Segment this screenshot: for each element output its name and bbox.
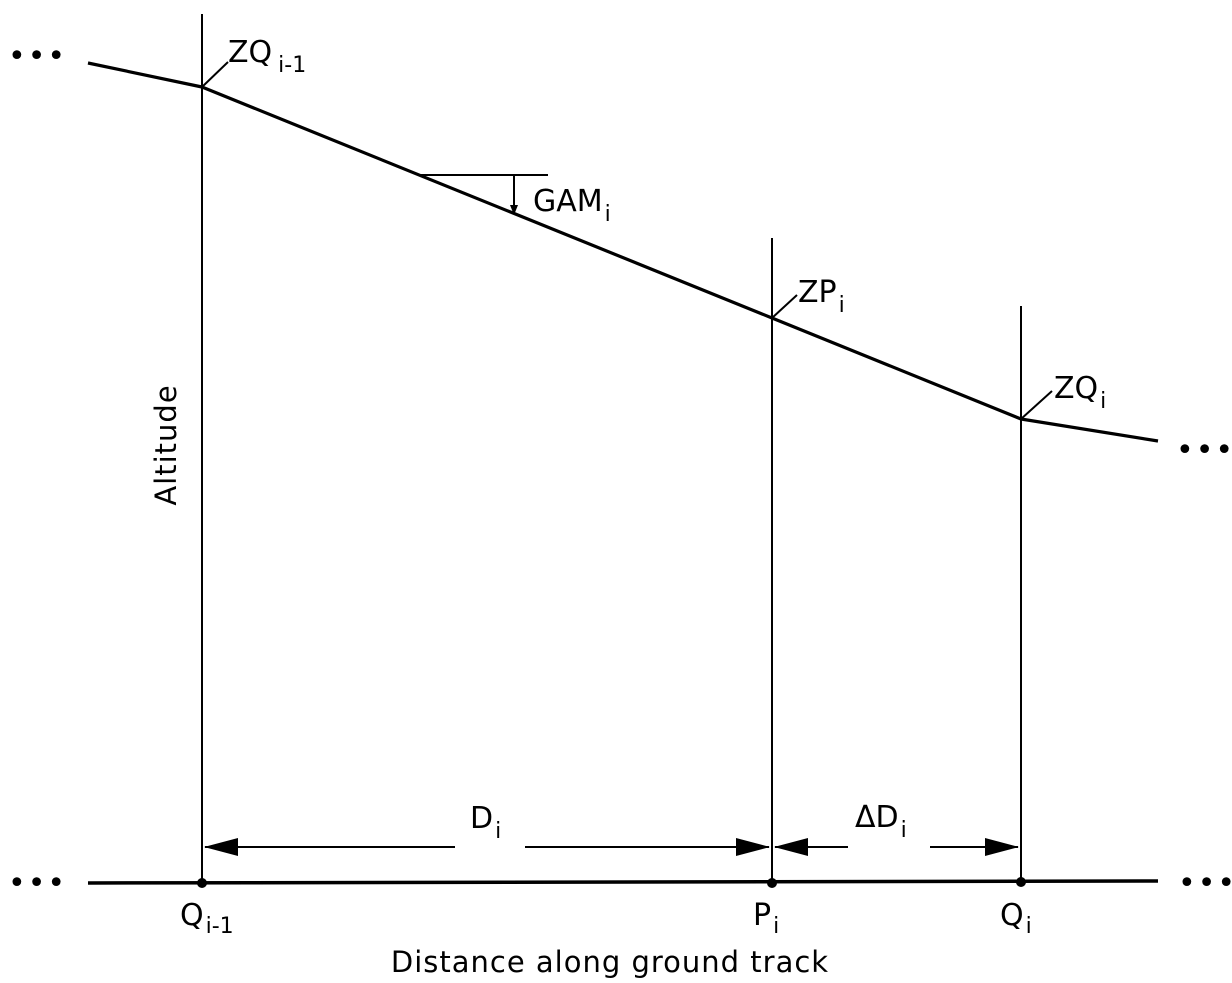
leader-zp xyxy=(771,294,798,319)
leader-zq-prev xyxy=(201,61,229,88)
x-axis-label: Distance along ground track xyxy=(391,945,829,979)
label-zp: ZPi xyxy=(798,275,845,318)
continuation-dots-bottom-right: ••• xyxy=(1178,866,1232,901)
continuation-dots-right: ••• xyxy=(1176,433,1232,468)
label-p: Pi xyxy=(753,898,779,939)
altitude-profile-line xyxy=(87,61,1159,443)
leader-zq xyxy=(1020,390,1053,420)
continuation-dots-top-left: ••• xyxy=(8,39,67,74)
y-axis-label: Altitude xyxy=(149,384,183,505)
label-delta-d: ΔDi xyxy=(855,800,907,843)
label-q: Qi xyxy=(1000,898,1032,939)
label-d: Di xyxy=(470,801,501,844)
ground-track-line xyxy=(87,879,1159,885)
label-gam: GAMi xyxy=(533,184,611,227)
continuation-dots-bottom-left: ••• xyxy=(8,866,67,901)
label-q-prev: Qi-1 xyxy=(180,898,234,939)
label-zq: ZQi xyxy=(1054,371,1106,414)
ground-point-q-prev xyxy=(197,878,207,888)
ground-point-q xyxy=(1016,877,1026,887)
ground-point-p xyxy=(767,878,777,888)
label-zq-prev: ZQ i-1 xyxy=(228,35,306,78)
